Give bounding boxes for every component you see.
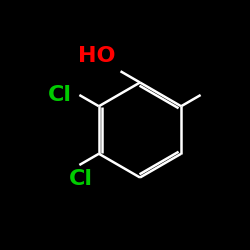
Text: Cl: Cl	[48, 85, 72, 105]
Text: Cl: Cl	[69, 169, 93, 189]
Text: HO: HO	[78, 46, 116, 66]
